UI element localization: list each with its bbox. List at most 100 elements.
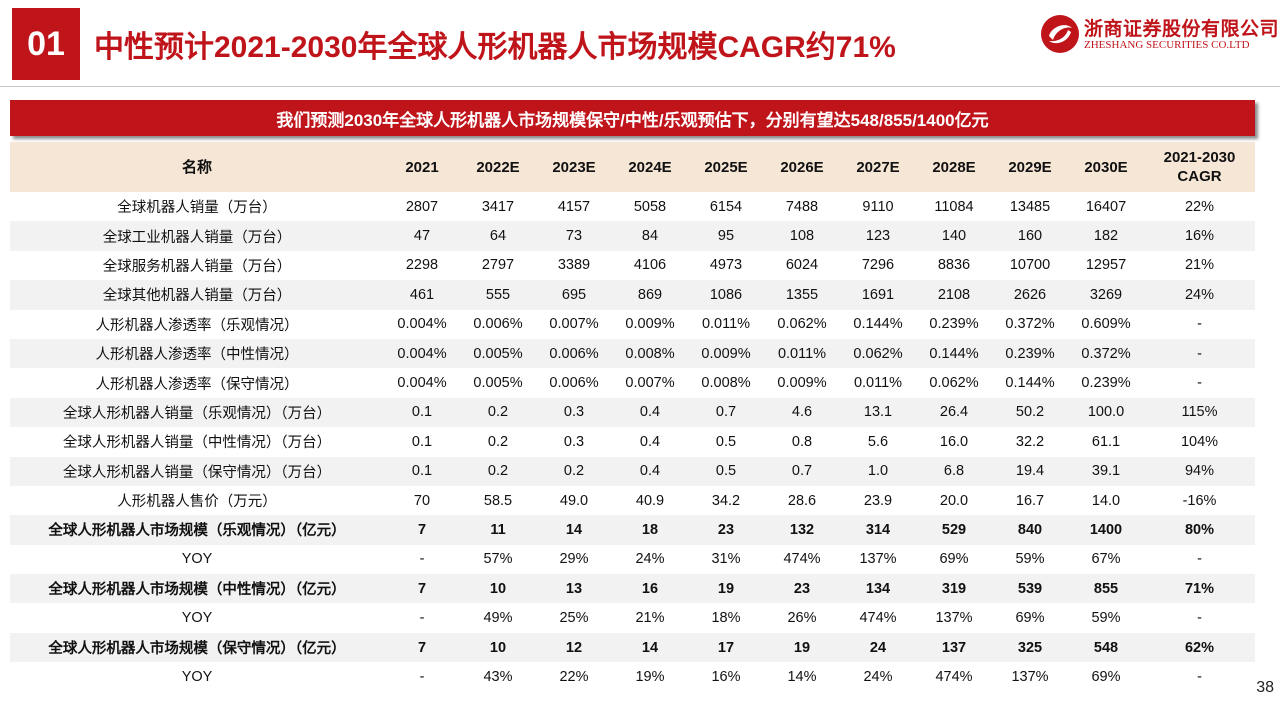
table-cell: 0.006%	[473, 316, 523, 333]
column-header: 2022E	[460, 142, 536, 192]
table-cell: 73	[536, 221, 612, 251]
table-cell: 24%	[635, 551, 665, 568]
table-cell: 29%	[559, 551, 589, 568]
row-label: 人形机器人渗透率（中性情况）	[10, 338, 384, 369]
table-cell: 13485	[1009, 198, 1051, 215]
table-cell: 0.7	[688, 397, 764, 428]
table-cell: 0.009%	[688, 338, 764, 369]
table-row: 全球人形机器人市场规模（保守情况）（亿元） 7 10 12 14 17 19 24 137 325…	[10, 632, 1255, 663]
header-divider	[0, 86, 1280, 87]
table-cell: 123	[840, 221, 916, 251]
table-cell: 100.0	[1068, 397, 1144, 428]
table-cell: 0.007%	[549, 316, 599, 333]
table-cell: 16%	[1144, 221, 1255, 251]
table-cell: 16407	[1085, 198, 1127, 215]
table-cell: 5.6	[867, 433, 889, 450]
column-header: 2024E	[612, 142, 688, 192]
table-cell: 474%	[859, 610, 897, 627]
table-cell: 140	[916, 221, 992, 251]
row-label: 全球人形机器人销量（保守情况）（万台）	[10, 456, 384, 486]
table-cell: 0.4	[612, 456, 688, 486]
table-cell: 314	[840, 515, 916, 545]
row-label: 全球人形机器人市场规模（乐观情况）（亿元）	[10, 515, 384, 545]
table-cell: 855	[1068, 574, 1144, 604]
table-row: 全球工业机器人销量（万台） 47 64 73 84 95 108 123 140 160 182 16…	[10, 221, 1255, 251]
table-cell: 61.1	[1091, 433, 1121, 450]
table-cell: 57%	[483, 551, 513, 568]
table-cell: 6154	[709, 198, 743, 215]
table-cell: -	[1197, 316, 1202, 333]
table-cell: 12	[536, 632, 612, 663]
table-cell: 2626	[992, 280, 1068, 310]
table-cell: -	[1197, 668, 1202, 685]
table-cell: 13.1	[840, 397, 916, 428]
table-cell: 0.004%	[397, 375, 447, 392]
table-row: 人形机器人渗透率（中性情况） 0.004% 0.005% 0.006% 0.008% 0.…	[10, 338, 1255, 369]
section-number: 01	[12, 8, 80, 80]
table-cell: -	[419, 668, 425, 685]
table-cell: 25%	[559, 610, 589, 627]
table-cell: 7	[384, 574, 460, 604]
table-cell: 1086	[688, 280, 764, 310]
table-cell: 59%	[1015, 551, 1045, 568]
table-cell: 4973	[709, 257, 743, 274]
table-cell: 0.239%	[992, 338, 1068, 369]
table-cell: 539	[992, 574, 1068, 604]
table-cell: 0.7	[764, 456, 840, 486]
table-cell: 0.2	[487, 433, 509, 450]
table-cell: 64	[460, 221, 536, 251]
table-cell: 0.372%	[1005, 316, 1055, 333]
column-header: 2028E	[916, 142, 992, 192]
row-label: 人形机器人渗透率（保守情况）	[95, 376, 299, 393]
table-cell: 0.1	[411, 433, 433, 450]
table-cell: 11	[460, 515, 536, 545]
table-cell: 461	[384, 280, 460, 310]
table-cell: 840	[992, 515, 1068, 545]
table-cell: 9110	[862, 198, 894, 215]
table-cell: 0.005%	[473, 375, 523, 392]
table-cell: 69%	[1015, 610, 1045, 627]
table-cell: 32.2	[1015, 433, 1045, 450]
table-cell: 115%	[1144, 397, 1255, 428]
row-label: 全球人形机器人市场规模（中性情况）（亿元）	[10, 574, 384, 604]
table-cell: 474%	[783, 551, 821, 568]
table-cell: 10	[460, 574, 536, 604]
table-cell: 19	[688, 574, 764, 604]
slide-title: 中性预计2021-2030年全球人形机器人市场规模CAGR约71%	[94, 31, 896, 64]
table-cell: 0.008%	[701, 375, 751, 392]
table-cell: 6.8	[916, 456, 992, 486]
table-row: 全球机器人销量（万台） 2807 3417 4157 5058 6154 7488 9110 1…	[10, 192, 1255, 221]
table-cell: 137%	[1011, 668, 1049, 685]
table-cell: 0.5	[715, 433, 737, 450]
table-row: 全球人形机器人市场规模（乐观情况）（亿元） 7 11 14 18 23 132 314 529 8…	[10, 515, 1255, 545]
table-cell: 19%	[635, 668, 665, 685]
table-cell: 17	[688, 632, 764, 663]
table-cell: 7296	[861, 257, 895, 274]
table-cell: 49%	[483, 610, 513, 627]
table-cell: 555	[460, 280, 536, 310]
table-cell: 84	[612, 221, 688, 251]
table-row: 全球人形机器人销量（保守情况）（万台） 0.1 0.2 0.2 0.4 0.5 0.7 1.0…	[10, 456, 1255, 486]
row-label: 人形机器人售价（万元）	[117, 494, 277, 511]
row-label: 全球服务机器人销量（万台）	[102, 258, 292, 275]
table-cell: 104%	[1180, 433, 1219, 450]
table-cell: 0.006%	[549, 375, 599, 392]
table-cell: 12957	[1085, 257, 1127, 274]
table-cell: 18%	[711, 610, 741, 627]
table-cell: 0.004%	[384, 338, 460, 369]
table-cell: 0.062%	[929, 375, 979, 392]
table-row: 全球人形机器人销量（乐观情况）（万台） 0.1 0.2 0.3 0.4 0.7 4.6 13.…	[10, 397, 1255, 428]
column-header: 2026E	[764, 142, 840, 192]
table-cell: 47	[384, 221, 460, 251]
page-number: 38	[1256, 679, 1274, 696]
table-cell: 0.062%	[777, 316, 827, 333]
table-cell: 0.008%	[612, 338, 688, 369]
row-label: 全球人形机器人市场规模（保守情况）（亿元）	[10, 632, 384, 663]
table-cell: 0.1	[384, 456, 460, 486]
column-header: 名称	[10, 142, 384, 192]
table-cell: 70	[413, 492, 431, 509]
table-cell: 7	[384, 632, 460, 663]
company-name-en: ZHESHANG SECURITIES CO.LTD	[1084, 39, 1250, 51]
table-cell: 0.8	[791, 433, 813, 450]
table-cell: 21%	[635, 610, 665, 627]
